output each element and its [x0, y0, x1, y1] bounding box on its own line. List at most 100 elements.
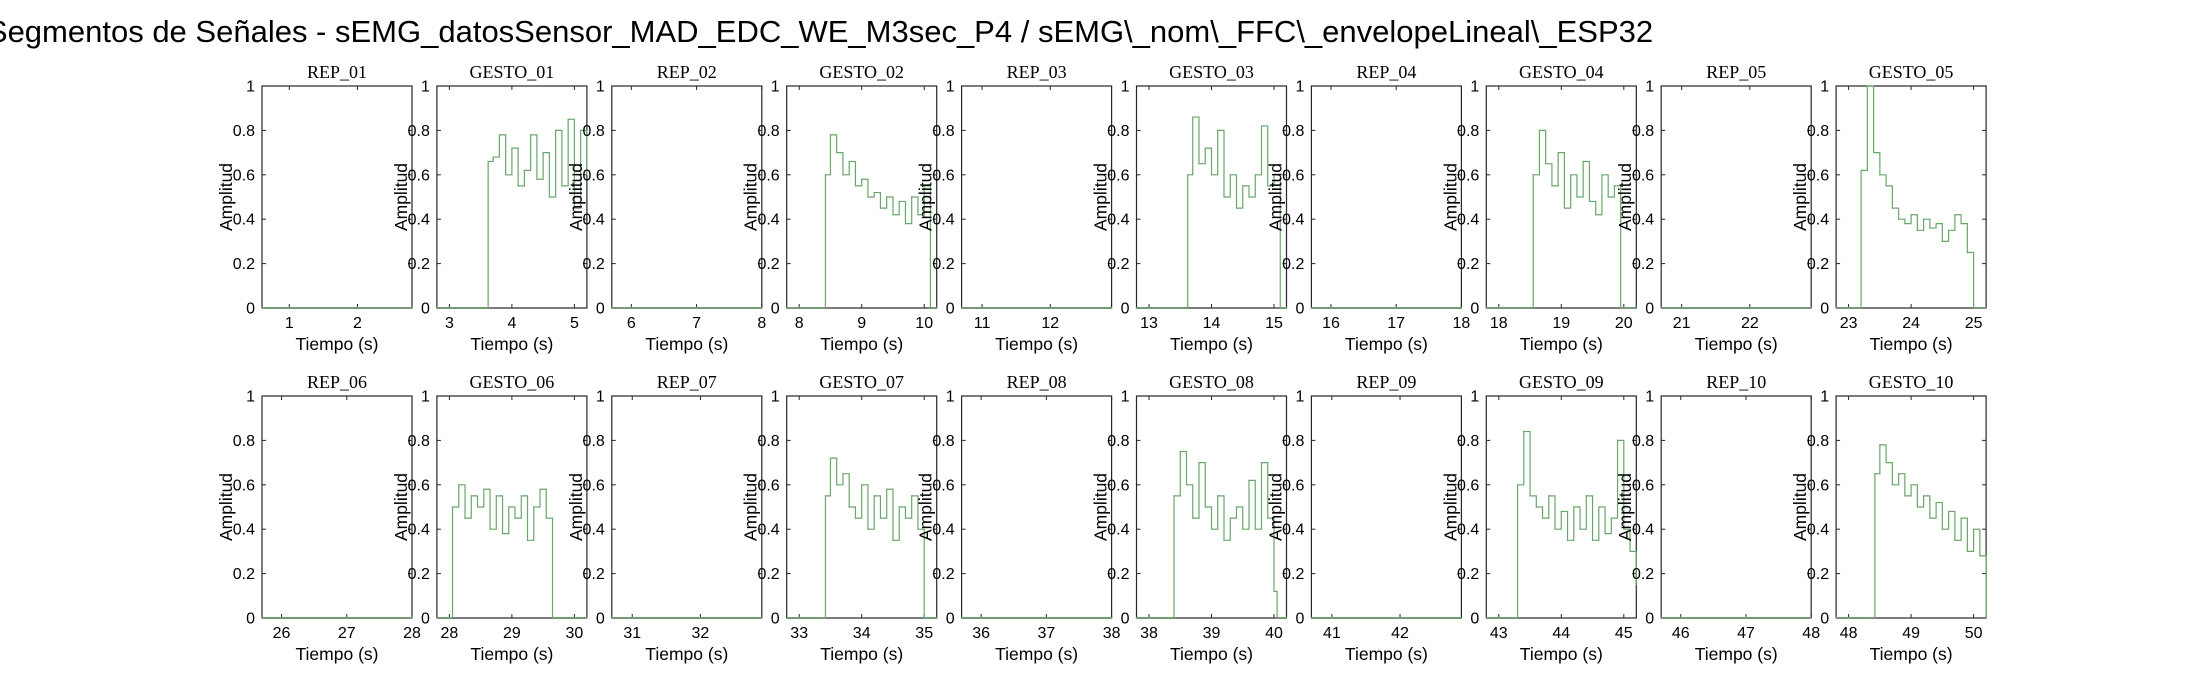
y-axis-label: Amplitud	[1615, 473, 1635, 541]
data-point	[1279, 306, 1281, 309]
data-point	[1254, 528, 1256, 530]
data-point	[1541, 517, 1544, 519]
data-point	[1629, 550, 1631, 553]
x-tick-label: 38	[1103, 625, 1121, 642]
y-tick-label: 0	[1820, 301, 1829, 318]
data-point	[1916, 229, 1918, 231]
subplot-rep-10: REP_10 0 0.2 0.4 0.6 0.8 1 46 47 48 Tiempo (s) Ampl…	[1615, 372, 1820, 664]
x-tick-label: 41	[1323, 625, 1341, 642]
data-point	[1810, 306, 1812, 309]
data-point	[1551, 185, 1553, 187]
x-axis-label: Tiempo (s)	[470, 334, 553, 354]
x-tick-label: 18	[1453, 315, 1471, 332]
plot-frame	[1660, 85, 1812, 309]
data-point	[1187, 174, 1189, 176]
data-point	[480, 306, 482, 309]
data-point	[854, 185, 857, 187]
data-point	[1904, 495, 1906, 497]
y-tick-label: 0.4	[233, 212, 255, 229]
subplot-gesto-03: GESTO_03 0 0.2 0.4 0.6 0.8 1 13 14 15 Tiempo (s) Am…	[1091, 62, 1288, 354]
data-point	[1960, 223, 1962, 225]
data-point	[1210, 174, 1213, 176]
x-tick-label: 19	[1552, 315, 1570, 332]
data-point	[1604, 533, 1606, 535]
y-tick-label: 0.8	[233, 123, 255, 140]
data-point	[842, 174, 844, 176]
data-point	[1526, 306, 1528, 309]
data-point	[1582, 160, 1584, 163]
y-tick-label: 0.4	[1807, 212, 1829, 229]
data-point	[842, 473, 844, 475]
data-point	[867, 196, 869, 198]
subplot-title: GESTO_03	[1169, 62, 1254, 82]
x-tick-label: 6	[627, 315, 636, 332]
data-point	[1588, 200, 1591, 203]
data-point	[514, 517, 516, 519]
x-tick-label: 7	[692, 315, 701, 332]
y-tick-label: 0.2	[233, 256, 255, 273]
data-point	[1866, 85, 1868, 87]
y-tick-label: 1	[421, 389, 430, 406]
data-point	[929, 306, 932, 309]
data-point	[1660, 306, 1662, 309]
y-tick-label: 0	[1121, 611, 1130, 628]
y-axis-label: Amplitud	[566, 163, 586, 231]
y-axis-label: Amplitud	[391, 473, 411, 541]
data-point	[436, 306, 438, 309]
y-tick-label: 0	[1645, 301, 1654, 318]
data-point	[1523, 430, 1525, 433]
y-tick-label: 0.4	[757, 522, 779, 539]
data-point	[1579, 528, 1581, 530]
data-point	[1910, 484, 1912, 486]
data-point	[1835, 306, 1837, 309]
y-tick-label: 0.6	[757, 167, 779, 184]
plot-frame	[611, 395, 763, 619]
data-point	[1204, 147, 1206, 149]
data-point	[1835, 616, 1837, 619]
y-tick-label: 0.6	[1107, 477, 1129, 494]
y-tick-label: 0.2	[1632, 566, 1654, 583]
y-axis-label: Amplitud	[1790, 473, 1810, 541]
plot-frame	[1310, 85, 1463, 309]
data-point	[836, 484, 838, 486]
data-point	[520, 495, 522, 497]
data-point	[867, 528, 869, 530]
subplot-title: REP_10	[1706, 372, 1766, 392]
data-point	[936, 616, 938, 619]
x-tick-label: 17	[1387, 315, 1405, 332]
y-tick-label: 0.2	[583, 256, 605, 273]
data-point	[517, 185, 519, 187]
data-point	[1460, 616, 1462, 619]
x-tick-label: 14	[1203, 315, 1221, 332]
data-point	[447, 616, 449, 619]
data-point	[892, 214, 894, 216]
plot-frame	[1135, 85, 1288, 309]
data-point	[505, 174, 507, 176]
y-tick-label: 0.8	[1457, 123, 1479, 140]
data-point	[1223, 196, 1225, 198]
data-point	[1173, 495, 1175, 497]
data-point	[411, 616, 413, 619]
y-tick-label: 0	[771, 611, 780, 628]
plot-frame	[1835, 85, 1987, 309]
data-point	[261, 616, 263, 619]
y-tick-label: 0.8	[932, 433, 954, 450]
data-point	[1585, 495, 1587, 497]
y-tick-label: 0	[246, 611, 255, 628]
series-line	[1486, 430, 1637, 619]
data-point	[904, 223, 907, 225]
data-point	[458, 484, 460, 486]
data-point	[817, 306, 819, 309]
data-point	[898, 200, 900, 203]
data-point	[1513, 616, 1516, 619]
data-point	[1941, 240, 1943, 242]
subplot-gesto-06: GESTO_06 0 0.2 0.4 0.6 0.8 1 28 29 30 Tiempo (s) Am…	[391, 372, 588, 664]
data-point	[1310, 616, 1312, 619]
x-tick-label: 25	[1965, 315, 1983, 332]
data-point	[1223, 539, 1225, 541]
y-tick-label: 0.6	[233, 167, 255, 184]
y-tick-label: 0	[596, 611, 605, 628]
y-tick-label: 1	[1295, 389, 1304, 406]
data-point	[1179, 306, 1181, 309]
x-axis-label: Tiempo (s)	[470, 644, 553, 664]
